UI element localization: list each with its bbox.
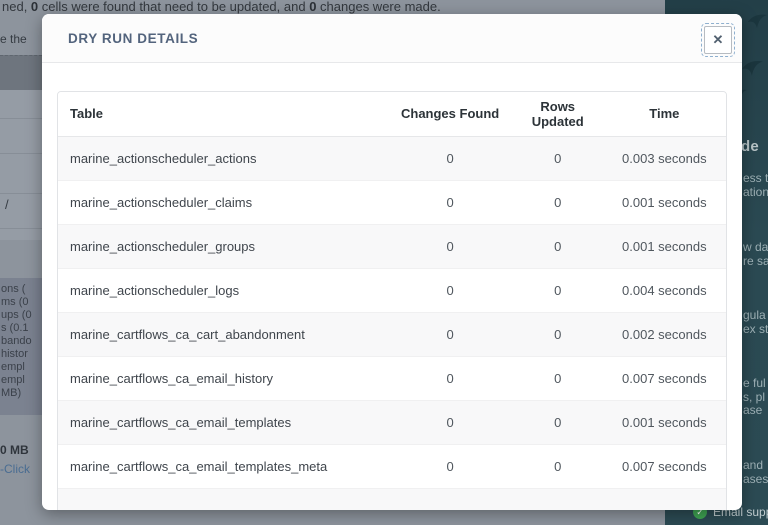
cell-table-name: marine_cartflows_ca_email_templates_meta [58,444,388,489]
dry-run-summary-text: ned, 0 cells were found that need to be … [2,0,441,14]
partial-table-row [58,488,726,510]
sidebar-text-fragment: w da [743,240,768,254]
sidebar-text-fragment: ex st [743,322,768,336]
cell-table-name: marine_actionscheduler_actions [58,136,388,181]
cell-table-name: marine_cartflows_ca_cart_abandonment [58,312,388,357]
cell-table-name: marine_actionscheduler_groups [58,224,388,269]
column-header-rows-updated: Rows Updated [512,92,603,137]
modal-header: DRY RUN DETAILS ✕ [42,14,742,63]
cell-rows-updated: 0 [512,400,603,445]
cell-time: 0.007 seconds [602,444,726,489]
sidebar-text-fragment: ase [743,403,763,417]
sidebar-text-fragment: ation [743,185,768,199]
background-form-rows [0,90,42,240]
cell-rows-updated: 0 [512,356,603,401]
bird-icon [742,61,763,76]
cell-time: 0.003 seconds [602,136,726,181]
dry-run-details-modal: DRY RUN DETAILS ✕ Table Changes Found Ro… [42,14,742,510]
cell-changes-found: 0 [387,312,513,357]
sidebar-text-fragment: and [743,458,764,472]
cell-changes-found: 0 [387,268,513,313]
background-text-fragment: / [5,197,9,212]
background-table-list-fragments: ons (ms (0 ups (0 s (0.1 bando histor empl emp… [1,283,32,399]
cell-rows-updated: 0 [512,312,603,357]
close-button[interactable]: ✕ [701,23,735,57]
cell-rows-updated: 0 [512,180,603,225]
sidebar-text-fragment: ess t [743,171,768,185]
column-header-time: Time [602,92,726,137]
sidebar-text-fragment: s, pl [743,390,766,404]
background-size-fragment: 0 MB [0,443,29,457]
background-link-fragment: -Click [0,462,30,476]
column-header-changes-found: Changes Found [387,92,513,137]
cell-time: 0.007 seconds [602,356,726,401]
cell-rows-updated: 0 [512,136,603,181]
table-row: marine_actionscheduler_claims 0 0 0.001 … [58,180,726,225]
sidebar-text-fragment: re sa [743,254,768,268]
background-table-select-list [0,278,42,415]
cell-time: 0.004 seconds [602,268,726,313]
dry-run-results-table: Table Changes Found Rows Updated Time ma… [57,91,727,510]
cell-table-name: marine_actionscheduler_claims [58,180,388,225]
table-row: marine_actionscheduler_groups 0 0 0.001 … [58,224,726,269]
cell-time: 0.001 seconds [602,400,726,445]
cell-table-name: marine_cartflows_ca_email_history [58,356,388,401]
modal-title: DRY RUN DETAILS [68,30,199,46]
cell-rows-updated: 0 [512,444,603,489]
cell-table-name: marine_cartflows_ca_email_templates [58,400,388,445]
background-header-block [0,55,42,90]
cell-changes-found: 0 [387,224,513,269]
sidebar-text-fragment: e ful [743,376,766,390]
sidebar-text-fragment: gula [743,308,766,322]
cell-time: 0.001 seconds [602,180,726,225]
cell-changes-found: 0 [387,444,513,489]
cell-rows-updated: 0 [512,268,603,313]
cell-table-name: marine_actionscheduler_logs [58,268,388,313]
cell-changes-found: 0 [387,400,513,445]
background-text-fragment: e the [0,32,27,46]
sidebar-heading-fragment: de [741,138,759,155]
table-row: marine_cartflows_ca_email_templates 0 0 … [58,400,726,445]
cell-changes-found: 0 [387,356,513,401]
cell-rows-updated: 0 [512,224,603,269]
table-row: marine_actionscheduler_logs 0 0 0.004 se… [58,268,726,313]
bird-icon [748,14,767,28]
table-row: marine_cartflows_ca_cart_abandonment 0 0… [58,312,726,357]
cell-changes-found: 0 [387,136,513,181]
column-header-table: Table [58,92,388,137]
table-header-row: Table Changes Found Rows Updated Time [58,92,726,137]
cell-changes-found: 0 [387,180,513,225]
table-row: marine_cartflows_ca_email_history 0 0 0.… [58,356,726,401]
sidebar-text-fragment: ases [743,472,768,486]
cell-time: 0.002 seconds [602,312,726,357]
cell-time: 0.001 seconds [602,224,726,269]
table-row: marine_cartflows_ca_email_templates_meta… [58,444,726,489]
table-row: marine_actionscheduler_actions 0 0 0.003… [58,136,726,181]
